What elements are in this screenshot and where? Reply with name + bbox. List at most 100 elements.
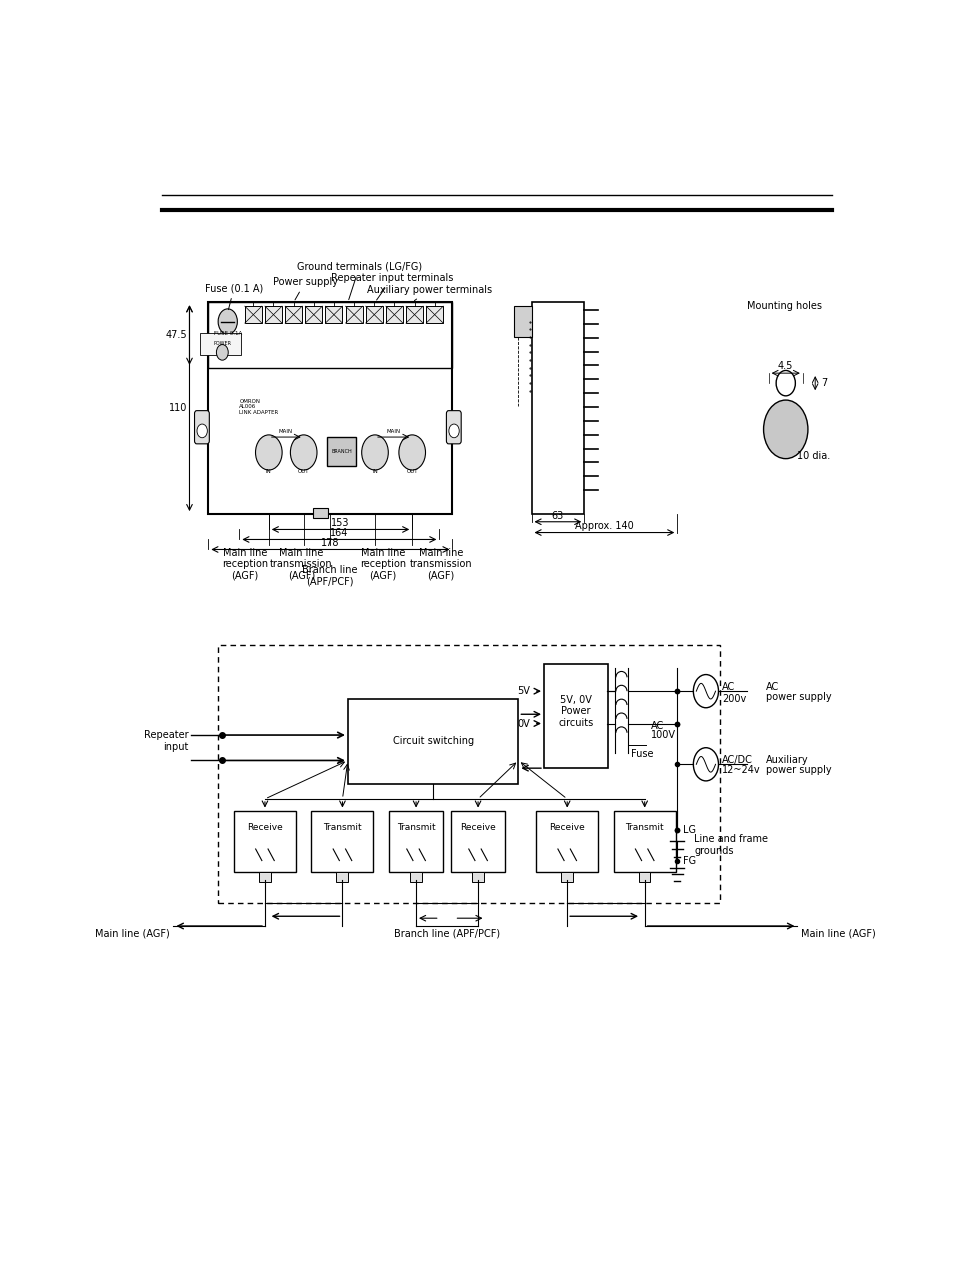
Bar bbox=[285, 306, 302, 323]
Text: 100V: 100V bbox=[650, 730, 675, 741]
Text: 178: 178 bbox=[320, 539, 339, 548]
Text: IN: IN bbox=[266, 469, 272, 474]
Text: OUT: OUT bbox=[297, 469, 309, 474]
Text: Circuit switching: Circuit switching bbox=[392, 737, 474, 746]
Bar bbox=[345, 306, 362, 323]
Text: BRANCH: BRANCH bbox=[331, 449, 352, 454]
Bar bbox=[200, 333, 240, 355]
Text: MAIN: MAIN bbox=[386, 429, 400, 434]
Bar bbox=[543, 664, 607, 768]
Bar bbox=[514, 306, 531, 337]
Text: Line and frame
grounds: Line and frame grounds bbox=[694, 834, 767, 856]
Bar bbox=[245, 306, 261, 323]
Text: AC: AC bbox=[721, 682, 735, 692]
Circle shape bbox=[216, 345, 228, 360]
Bar bbox=[218, 645, 720, 903]
Text: Transmit: Transmit bbox=[396, 823, 435, 832]
Text: Branch line
(APF/PCF): Branch line (APF/PCF) bbox=[302, 564, 357, 587]
Bar bbox=[335, 872, 348, 881]
Text: MAIN: MAIN bbox=[278, 429, 293, 434]
Text: Transmit: Transmit bbox=[323, 823, 361, 832]
Circle shape bbox=[255, 435, 282, 470]
Text: OUT: OUT bbox=[406, 469, 417, 474]
Bar bbox=[638, 872, 650, 881]
Text: Receive: Receive bbox=[459, 823, 496, 832]
Bar bbox=[451, 810, 505, 872]
Bar bbox=[313, 508, 328, 517]
Bar bbox=[406, 306, 422, 323]
Text: 10 dia.: 10 dia. bbox=[797, 451, 830, 462]
Text: LG: LG bbox=[682, 824, 696, 834]
Bar bbox=[327, 437, 356, 467]
Text: Approx. 140: Approx. 140 bbox=[575, 521, 633, 531]
Text: 5V, 0V
Power
circuits: 5V, 0V Power circuits bbox=[558, 695, 593, 728]
Text: Power supply: Power supply bbox=[273, 276, 337, 301]
Bar bbox=[265, 306, 282, 323]
Text: Main line (AGF): Main line (AGF) bbox=[801, 929, 875, 938]
Text: power supply: power supply bbox=[765, 692, 831, 702]
Circle shape bbox=[762, 401, 807, 459]
Text: Main line
transmission
(AGF): Main line transmission (AGF) bbox=[270, 548, 333, 581]
Text: IN: IN bbox=[372, 469, 377, 474]
Text: OMRON
AL006
LINK ADAPTER: OMRON AL006 LINK ADAPTER bbox=[239, 398, 278, 415]
Bar bbox=[325, 306, 342, 323]
FancyBboxPatch shape bbox=[194, 411, 209, 444]
Text: Repeater input terminals: Repeater input terminals bbox=[331, 273, 453, 301]
Text: Transmit: Transmit bbox=[625, 823, 663, 832]
Bar bbox=[305, 306, 322, 323]
Text: 164: 164 bbox=[330, 529, 348, 539]
Text: Main line (AGF): Main line (AGF) bbox=[95, 929, 170, 938]
Bar bbox=[208, 302, 452, 514]
Bar bbox=[389, 810, 443, 872]
Text: 200v: 200v bbox=[721, 694, 745, 704]
Text: 0V: 0V bbox=[517, 719, 530, 729]
Text: 5V: 5V bbox=[517, 686, 530, 696]
Circle shape bbox=[196, 424, 207, 437]
Text: 4.5: 4.5 bbox=[778, 361, 793, 372]
Text: Auxiliary: Auxiliary bbox=[765, 756, 808, 766]
Bar bbox=[365, 306, 382, 323]
Text: Main line
reception
(AGF): Main line reception (AGF) bbox=[359, 548, 405, 581]
Text: 7: 7 bbox=[821, 378, 827, 388]
Text: 12~24v: 12~24v bbox=[721, 766, 760, 776]
FancyBboxPatch shape bbox=[446, 411, 460, 444]
Text: Auxiliary power terminals: Auxiliary power terminals bbox=[366, 284, 492, 301]
Bar bbox=[233, 810, 295, 872]
Circle shape bbox=[361, 435, 388, 470]
Circle shape bbox=[218, 309, 237, 335]
Text: power supply: power supply bbox=[765, 766, 831, 776]
Text: 47.5: 47.5 bbox=[166, 330, 187, 340]
Text: Fuse (0.1 A): Fuse (0.1 A) bbox=[205, 283, 263, 309]
Bar bbox=[311, 810, 373, 872]
Bar bbox=[385, 306, 402, 323]
Text: 63: 63 bbox=[551, 511, 563, 521]
Text: POWER: POWER bbox=[213, 341, 231, 346]
Text: Receive: Receive bbox=[549, 823, 584, 832]
Text: Main line
reception
(AGF): Main line reception (AGF) bbox=[221, 548, 268, 581]
Bar bbox=[258, 872, 271, 881]
Bar bbox=[208, 302, 452, 368]
Bar bbox=[348, 699, 517, 784]
Bar bbox=[531, 302, 583, 514]
Text: FUSE 0.1A: FUSE 0.1A bbox=[213, 331, 242, 336]
Text: Fuse: Fuse bbox=[630, 749, 653, 760]
Text: FG: FG bbox=[682, 856, 696, 866]
Bar bbox=[426, 306, 443, 323]
Circle shape bbox=[398, 435, 425, 470]
Text: Mounting holes: Mounting holes bbox=[746, 302, 821, 311]
Circle shape bbox=[449, 424, 458, 437]
Text: AC: AC bbox=[650, 720, 663, 730]
Circle shape bbox=[290, 435, 316, 470]
Bar bbox=[536, 810, 598, 872]
Text: Receive: Receive bbox=[247, 823, 282, 832]
Text: Repeater
input: Repeater input bbox=[144, 730, 189, 752]
Text: 110: 110 bbox=[169, 403, 187, 413]
Text: Main line
transmission
(AGF): Main line transmission (AGF) bbox=[409, 548, 472, 581]
Bar bbox=[472, 872, 483, 881]
Text: 153: 153 bbox=[331, 519, 349, 529]
Bar bbox=[613, 810, 675, 872]
Text: Ground terminals (LG/FG): Ground terminals (LG/FG) bbox=[296, 261, 421, 299]
Bar bbox=[410, 872, 421, 881]
Text: AC: AC bbox=[765, 682, 779, 692]
Text: Branch line (APF/PCF): Branch line (APF/PCF) bbox=[394, 929, 499, 938]
